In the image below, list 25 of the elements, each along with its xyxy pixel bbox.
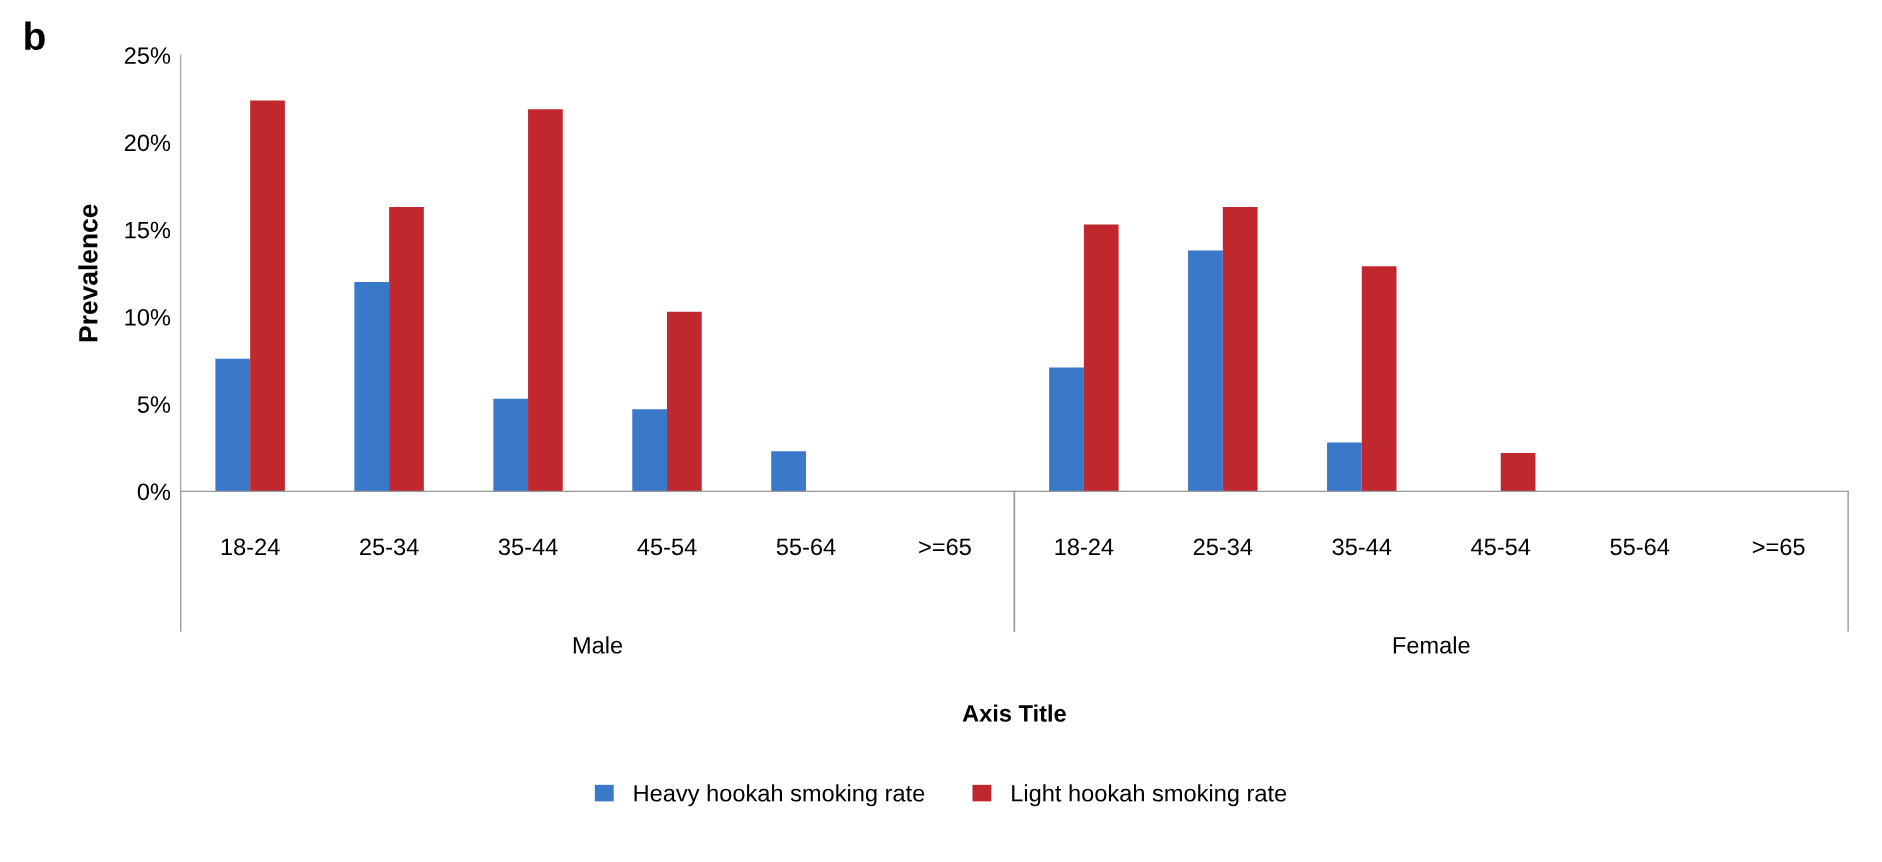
y-tick-label: 25%: [124, 47, 171, 64]
x-tick-label: 55-64: [776, 538, 836, 556]
x-tick-label: 35-44: [1332, 538, 1392, 556]
y-tick-label: 5%: [137, 396, 171, 413]
x-tick-label: 45-54: [1471, 538, 1531, 556]
y-tick-label: 15%: [125, 221, 171, 239]
x-tick-label: >=65: [1752, 538, 1805, 556]
x-axis-title: Male: [573, 636, 623, 654]
x-tick-label: 55-64: [1610, 538, 1670, 556]
x-tick-label: 25-34: [1193, 538, 1253, 556]
y-tick-label: 0%: [137, 483, 171, 501]
y-axis-title: Prevalence: [78, 204, 98, 342]
x-tick-label: 35-44: [498, 538, 558, 556]
x-tick-label: >=65: [919, 538, 971, 556]
x-axis-title: Female: [1393, 636, 1470, 654]
chart-title: b: [25, 21, 45, 51]
x-tick-label: 18-24: [221, 538, 280, 556]
x-tick-label: 25-34: [360, 538, 419, 556]
x-tick-label: 45-54: [637, 538, 697, 556]
text: Axis Title: [962, 704, 1066, 722]
legend-label: Heavy hookah smoking rate: [634, 784, 925, 807]
y-tick-label: 10%: [125, 308, 171, 326]
legend-label: Light hookah smoking rate: [1012, 784, 1287, 807]
x-tick-label: 18-24: [1055, 538, 1114, 556]
y-tick-label: 20%: [124, 134, 171, 152]
